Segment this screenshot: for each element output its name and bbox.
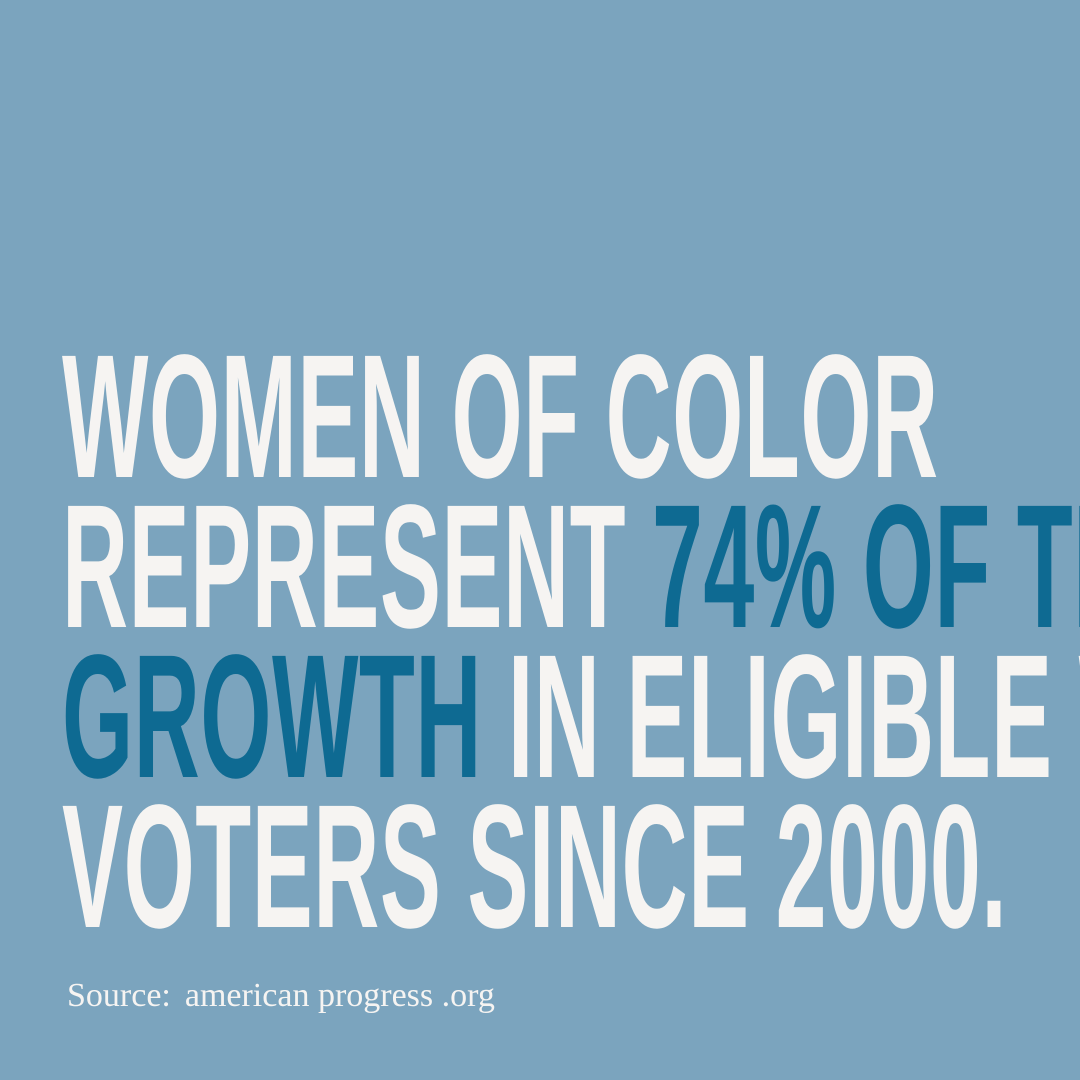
source-value: american progress .org xyxy=(184,977,495,1014)
source-citation: Source: american progress .org xyxy=(67,976,495,1016)
headline-line-4: VOTERS SINCE 2000. xyxy=(62,779,1080,955)
headline-line-4-text: VOTERS SINCE 2000. xyxy=(62,769,1008,965)
headline-line-2-plain: REPRESENT xyxy=(62,469,627,665)
headline-line-3: GROWTH IN ELIGIBLE WOMEN xyxy=(62,629,1080,805)
headline: WOMEN OF COLOR REPRESENT 74% OF THE GROW… xyxy=(62,329,1080,955)
headline-growth-highlight: GROWTH xyxy=(62,619,482,815)
headline-stat-highlight: 74% OF THE xyxy=(652,469,1080,665)
headline-line-1-text: WOMEN OF COLOR xyxy=(62,319,939,515)
headline-line-1: WOMEN OF COLOR xyxy=(62,329,1080,505)
source-label: Source: xyxy=(67,977,171,1014)
headline-line-3-plain: IN ELIGIBLE WOMEN xyxy=(507,619,1080,815)
headline-line-2: REPRESENT 74% OF THE xyxy=(62,479,1080,655)
